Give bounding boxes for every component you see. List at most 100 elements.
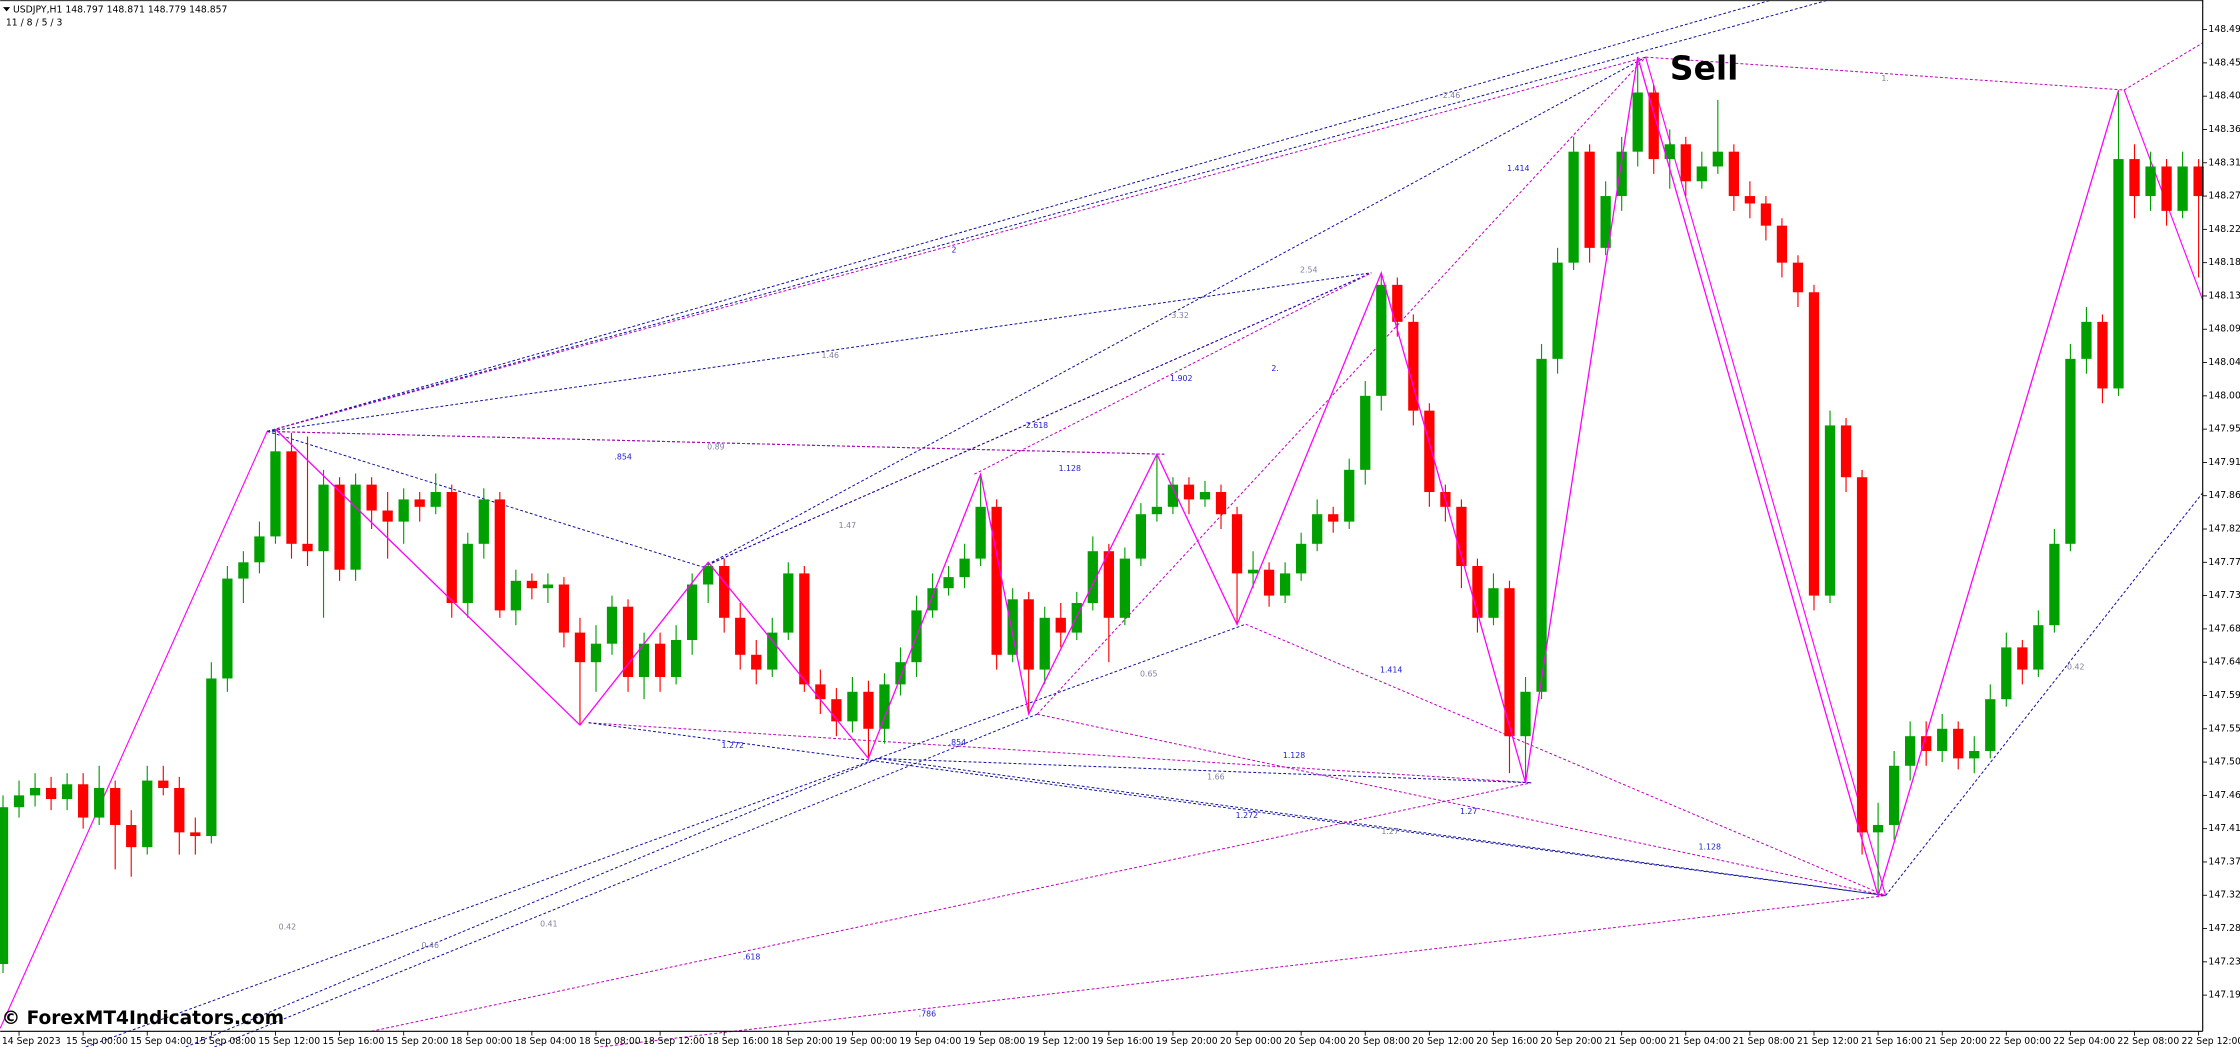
candle-body bbox=[334, 484, 345, 570]
candle-body bbox=[1728, 151, 1740, 197]
header-arrow bbox=[3, 7, 11, 12]
x-tick-label: 14 Sep 2023 bbox=[2, 1036, 61, 1047]
x-tick-label: 20 Sep 08:00 bbox=[1348, 1036, 1410, 1047]
candle-body bbox=[719, 566, 730, 618]
candle-body bbox=[414, 499, 425, 507]
candle-body bbox=[542, 584, 554, 589]
candle-body bbox=[590, 643, 602, 663]
candle-body bbox=[1905, 736, 1916, 766]
y-tick-label: 148.045 bbox=[2208, 357, 2240, 368]
candle-body bbox=[606, 606, 618, 644]
candle-body bbox=[1055, 617, 1066, 633]
candle-body bbox=[1312, 514, 1323, 544]
candle-body bbox=[1680, 144, 1691, 182]
candle-body bbox=[1119, 558, 1130, 618]
ratio-label: 1.66 bbox=[1207, 773, 1224, 782]
y-tick-label: 148.090 bbox=[2208, 324, 2240, 335]
candle-body bbox=[430, 492, 441, 507]
ratio-label: 1.47 bbox=[839, 521, 856, 530]
x-tick-label: 22 Sep 04:00 bbox=[2053, 1036, 2115, 1047]
x-tick-label: 18 Sep 12:00 bbox=[643, 1036, 705, 1047]
candle-body bbox=[1007, 599, 1018, 655]
candle-body bbox=[831, 699, 842, 722]
indicator-params: 11 / 8 / 5 / 3 bbox=[6, 17, 63, 28]
watermark: © ForexMT4Indicators.com bbox=[2, 1008, 285, 1029]
candle-body bbox=[1552, 262, 1563, 359]
y-tick-label: 147.325 bbox=[2208, 890, 2240, 901]
candle-body bbox=[622, 606, 634, 677]
candle-body bbox=[1536, 358, 1547, 692]
candle-body bbox=[1135, 514, 1147, 559]
y-tick-label: 147.190 bbox=[2208, 990, 2240, 1001]
candle-body bbox=[1664, 144, 1675, 160]
projection-line bbox=[702, 56, 1646, 568]
candle-body bbox=[1888, 765, 1900, 825]
candle-body bbox=[1969, 750, 1980, 759]
ratio-label: 2. bbox=[1271, 364, 1278, 373]
candle-body bbox=[1376, 284, 1387, 396]
candle-body bbox=[206, 678, 217, 837]
candle-body bbox=[991, 506, 1002, 655]
projection-line bbox=[371, 782, 1532, 1032]
candle-body bbox=[703, 566, 714, 585]
candle-body bbox=[478, 499, 489, 544]
y-tick-label: 147.865 bbox=[2208, 490, 2240, 501]
projection-line bbox=[85, 623, 1246, 1047]
y-tick-label: 147.280 bbox=[2208, 923, 2240, 934]
projection-line bbox=[2123, 42, 2203, 91]
candle-body bbox=[847, 691, 858, 722]
candle-body bbox=[2033, 625, 2044, 670]
chart-header: USDJPY,H1 148.797 148.871 148.779 148.85… bbox=[13, 4, 228, 15]
candle-body bbox=[1183, 484, 1195, 500]
candle-body bbox=[350, 484, 361, 570]
candle-body bbox=[2145, 166, 2156, 197]
candle-body bbox=[1279, 573, 1291, 596]
candle-body bbox=[222, 578, 233, 679]
ratio-label: 1.902 bbox=[1170, 374, 1192, 383]
ratio-label: 1.128 bbox=[1283, 751, 1305, 760]
x-tick-label: 18 Sep 08:00 bbox=[579, 1036, 641, 1047]
candle-body bbox=[1167, 484, 1179, 507]
candle-body bbox=[1392, 284, 1403, 322]
ratio-label: 1.414 bbox=[1507, 164, 1529, 173]
projection-line bbox=[267, 56, 1646, 432]
y-tick-label: 147.460 bbox=[2208, 790, 2240, 801]
candle-body bbox=[1744, 196, 1756, 204]
y-tick-label: 147.955 bbox=[2208, 424, 2240, 435]
candle-body bbox=[1456, 506, 1467, 567]
candle-body bbox=[574, 632, 586, 663]
candle-body bbox=[174, 787, 185, 833]
candle-body bbox=[943, 577, 954, 589]
candle-body bbox=[1424, 410, 1435, 493]
candle-body bbox=[1520, 691, 1531, 737]
candle-body bbox=[1023, 599, 1034, 670]
ratio-label: 2.54 bbox=[1300, 265, 1317, 274]
candle-body bbox=[13, 795, 25, 808]
candle-body bbox=[1039, 617, 1050, 670]
candle-body bbox=[1296, 543, 1307, 574]
candle-body bbox=[302, 543, 313, 552]
candle-body bbox=[654, 643, 666, 677]
y-tick-label: 147.640 bbox=[2208, 657, 2240, 668]
candle-body bbox=[94, 787, 105, 818]
projection-line bbox=[702, 272, 1372, 568]
ratio-label: 3.32 bbox=[1171, 311, 1188, 320]
x-tick-label: 22 Sep 00:00 bbox=[1989, 1036, 2051, 1047]
x-tick-label: 18 Sep 16:00 bbox=[707, 1036, 769, 1047]
ratio-label: .786 bbox=[919, 1010, 936, 1019]
x-tick-label: 19 Sep 08:00 bbox=[963, 1036, 1025, 1047]
candle-body bbox=[1872, 824, 1884, 833]
candle-body bbox=[735, 617, 746, 655]
candle-body bbox=[1151, 506, 1163, 515]
ratio-label: 0.89 bbox=[707, 443, 724, 452]
projection-line bbox=[1885, 492, 2204, 896]
candle-body bbox=[767, 632, 778, 670]
signal-label: Sell bbox=[1670, 49, 1738, 87]
ratio-labels: 2.46 2 1.46 0.89 .854 1.128 1.47 2.618 3… bbox=[279, 74, 2085, 1019]
candles bbox=[0, 56, 2204, 973]
y-tick-label: 148.405 bbox=[2208, 91, 2240, 102]
ratio-label: .854 bbox=[949, 738, 966, 747]
ratio-label: .618 bbox=[743, 953, 760, 962]
